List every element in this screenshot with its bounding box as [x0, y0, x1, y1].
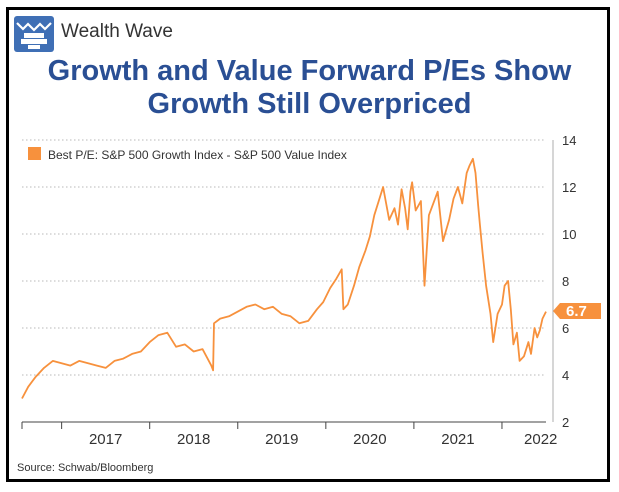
last-value-callout: 6.7	[553, 303, 601, 320]
x-tick-label: 2018	[177, 431, 210, 448]
y-axis-ticks: 2 4 6 8 10 12 14	[562, 133, 576, 430]
legend-swatch	[28, 147, 41, 160]
chart-frame	[6, 7, 610, 482]
last-value-label: 6.7	[566, 303, 587, 320]
wealth-wave-logo-icon	[14, 16, 54, 52]
y-tick-label: 4	[562, 368, 569, 383]
x-tick-label: 2022	[524, 431, 557, 448]
legend: Best P/E: S&P 500 Growth Index - S&P 500…	[28, 147, 347, 162]
y-tick-label: 12	[562, 180, 576, 195]
series-line	[21, 157, 547, 399]
x-axis-ticks: 2017 2018 2019 2020 2021 2022	[21, 422, 557, 448]
x-tick-label: 2017	[89, 431, 122, 448]
x-tick-label: 2021	[441, 431, 474, 448]
y-tick-label: 14	[562, 133, 576, 148]
chart-title: Growth and Value Forward P/Es Show Growt…	[0, 55, 619, 121]
y-tick-label: 8	[562, 274, 569, 289]
chart-title-line-1: Growth and Value Forward P/Es Show	[47, 55, 572, 87]
y-tick-label: 10	[562, 227, 576, 242]
y-tick-label: 6	[562, 321, 569, 336]
last-value-arrow	[553, 303, 601, 319]
legend-label: Best P/E: S&P 500 Growth Index - S&P 500…	[48, 148, 347, 162]
source-note: Source: Schwab/Bloomberg	[17, 462, 154, 474]
brand-name: Wealth Wave	[61, 21, 173, 42]
chart-title-line-2: Growth Still Overpriced	[147, 88, 472, 120]
grid-lines	[22, 139, 554, 422]
y-tick-label: 2	[562, 415, 569, 430]
x-tick-label: 2019	[265, 431, 298, 448]
x-tick-label: 2020	[353, 431, 386, 448]
